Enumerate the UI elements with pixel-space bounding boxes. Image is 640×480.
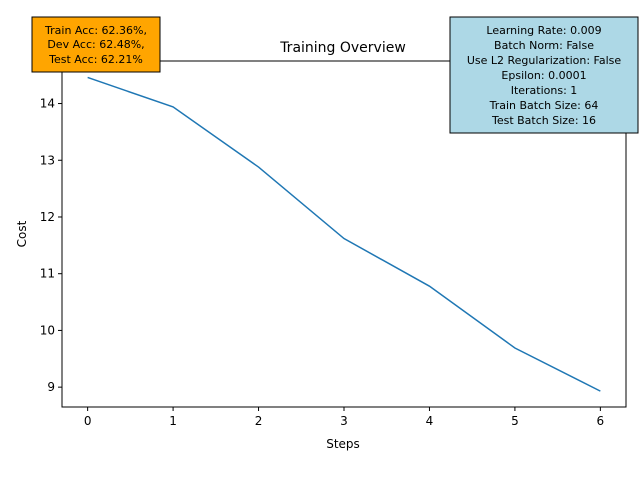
y-axis: 9 10 11 12 13 14: [40, 97, 62, 394]
cost-series-line: [87, 76, 601, 392]
x-tick-label: 0: [84, 414, 92, 428]
accuracy-annotation: Train Acc: 62.36%, Dev Acc: 62.48%, Test…: [31, 16, 161, 73]
y-tick-label: 11: [40, 267, 55, 281]
hyperparameter-line: Epsilon: 0.0001: [501, 69, 586, 82]
hyperparameter-annotation-box: [449, 16, 639, 134]
x-axis-label: Steps: [326, 437, 360, 451]
y-tick-label: 13: [40, 153, 55, 167]
y-tick-label: 14: [40, 97, 55, 111]
x-tick-label: 4: [426, 414, 434, 428]
hyperparameter-line: Test Batch Size: 16: [491, 114, 596, 127]
x-tick-label: 2: [255, 414, 263, 428]
x-axis: 0 1 2 3 4 5 6: [84, 407, 604, 428]
x-tick-label: 1: [169, 414, 177, 428]
y-axis-label: Cost: [15, 220, 29, 247]
accuracy-line: Dev Acc: 62.48%,: [47, 38, 144, 51]
y-tick-label: 10: [40, 323, 55, 337]
hyperparameter-line: Use L2 Regularization: False: [467, 54, 622, 67]
chart-title: Training Overview: [279, 40, 406, 56]
series-layer: [87, 76, 601, 392]
hyperparameter-line: Batch Norm: False: [494, 39, 594, 52]
x-tick-label: 3: [340, 414, 348, 428]
hyperparameter-line: Iterations: 1: [511, 84, 578, 97]
y-tick-label: 9: [47, 380, 55, 394]
x-tick-label: 5: [511, 414, 519, 428]
accuracy-annotation-box: [31, 16, 161, 73]
hyperparameter-line: Train Batch Size: 64: [489, 99, 599, 112]
accuracy-line: Train Acc: 62.36%,: [44, 24, 147, 37]
hyperparameter-line: Learning Rate: 0.009: [486, 24, 601, 37]
x-tick-label: 6: [597, 414, 605, 428]
hyperparameter-annotation: Learning Rate: 0.009 Batch Norm: False U…: [449, 16, 639, 134]
accuracy-line: Test Acc: 62.21%: [48, 53, 143, 66]
y-tick-label: 12: [40, 210, 55, 224]
